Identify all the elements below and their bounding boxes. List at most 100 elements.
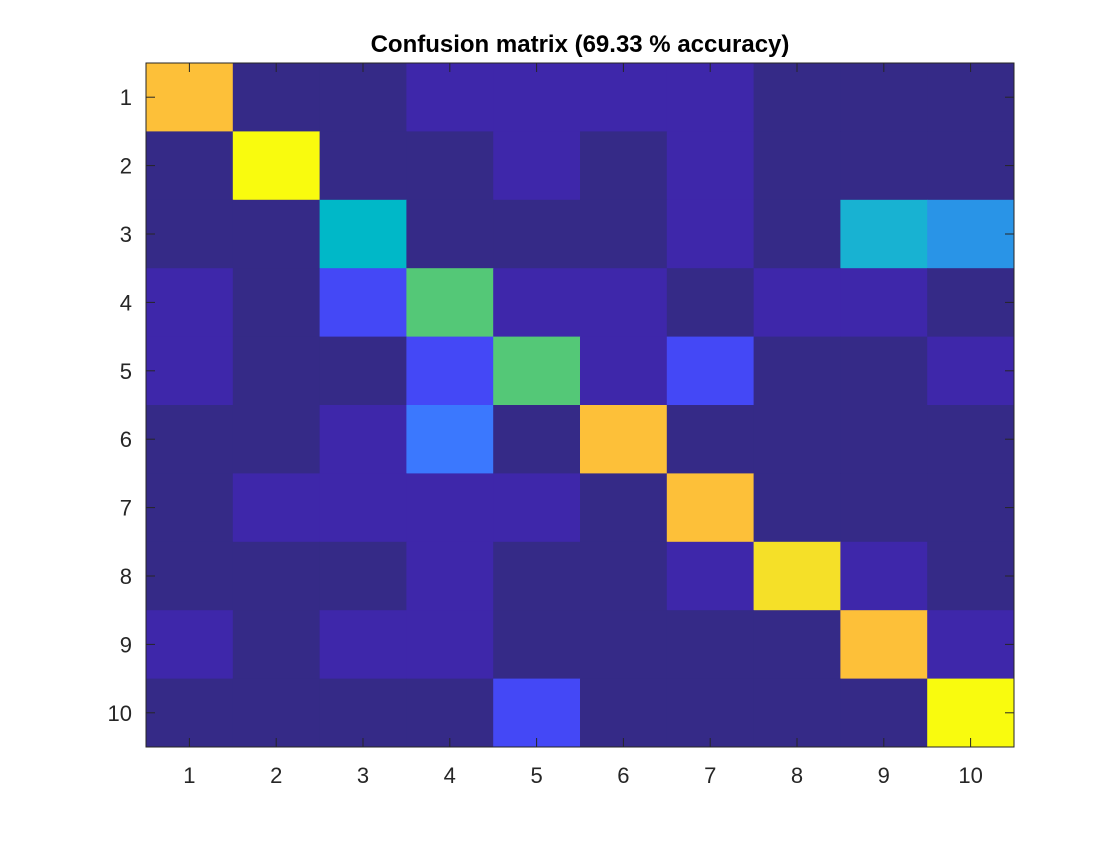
y-tick-label: 5 <box>120 359 132 384</box>
heatmap-cell-r1-c1 <box>146 63 234 132</box>
heatmap-cell-r6-c5 <box>493 405 581 474</box>
heatmap-cell-r3-c8 <box>753 199 841 269</box>
x-tick-label: 4 <box>444 763 456 788</box>
y-tick-label: 10 <box>108 701 132 726</box>
axes-box <box>145 62 1015 748</box>
heatmap-cell-r9-c2 <box>232 610 321 680</box>
chart-title: Confusion matrix (69.33 % accuracy) <box>371 31 790 58</box>
heatmap-cell-r4-c5 <box>493 268 581 338</box>
y-tick-label: 1 <box>120 85 132 110</box>
heatmap-cell-r2-c8 <box>753 131 841 201</box>
y-tick-label: 4 <box>120 290 132 315</box>
heatmap-cells <box>146 63 1015 748</box>
heatmap-cell-r1-c10 <box>927 63 1015 132</box>
heatmap-cell-r8-c10 <box>927 541 1015 611</box>
heatmap-cell-r2-c7 <box>666 131 755 201</box>
heatmap-cell-r9-c5 <box>493 610 581 680</box>
heatmap-cell-r9-c9 <box>840 610 928 680</box>
heatmap-cell-r4-c6 <box>580 268 668 338</box>
heatmap-cell-r10-c6 <box>580 678 668 748</box>
heatmap-cell-r4-c7 <box>666 268 755 338</box>
x-tick-label: 10 <box>958 763 982 788</box>
heatmap-cell-r4-c1 <box>146 268 234 338</box>
heatmap-cell-r9-c8 <box>753 610 841 680</box>
heatmap-cell-r10-c9 <box>840 678 928 748</box>
x-tick-label: 5 <box>530 763 542 788</box>
heatmap-cell-r3-c3 <box>319 199 407 269</box>
heatmap-cell-r10-c7 <box>666 678 755 748</box>
heatmap-cell-r5-c4 <box>406 336 494 406</box>
heatmap-cell-r3-c5 <box>493 199 581 269</box>
heatmap-cell-r5-c1 <box>146 336 234 406</box>
heatmap-cell-r8-c9 <box>840 541 928 611</box>
x-tick-label: 7 <box>704 763 716 788</box>
heatmap-cell-r7-c1 <box>146 473 234 543</box>
heatmap-cell-r7-c6 <box>580 473 668 543</box>
x-axis-ticks: 1 2 3 4 5 6 7 8 9 10 <box>183 63 983 788</box>
heatmap-cell-r2-c3 <box>319 131 407 201</box>
heatmap-cell-r9-c4 <box>406 610 494 680</box>
heatmap-cell-r6-c10 <box>927 405 1015 474</box>
heatmap-cell-r8-c4 <box>406 541 494 611</box>
heatmap-cell-r6-c1 <box>146 405 234 474</box>
heatmap-cell-r9-c7 <box>666 610 755 680</box>
heatmap-cell-r6-c4 <box>406 405 494 474</box>
heatmap-cell-r4-c10 <box>927 268 1015 338</box>
heatmap-cell-r6-c7 <box>666 405 755 474</box>
heatmap-cell-r10-c3 <box>319 678 407 748</box>
y-tick-label: 3 <box>120 222 132 247</box>
heatmap-cell-r10-c2 <box>232 678 321 748</box>
heatmap-cell-r5-c3 <box>319 336 407 406</box>
heatmap-cell-r7-c4 <box>406 473 494 543</box>
heatmap-cell-r5-c8 <box>753 336 841 406</box>
heatmap-cell-r2-c5 <box>493 131 581 201</box>
heatmap-cell-r5-c7 <box>666 336 755 406</box>
x-tick-label: 2 <box>270 763 282 788</box>
heatmap-cell-r6-c9 <box>840 405 928 474</box>
heatmap-cell-r3-c10 <box>927 199 1015 269</box>
heatmap-cell-r1-c6 <box>580 63 668 132</box>
heatmap-cell-r8-c1 <box>146 541 234 611</box>
heatmap-cell-r2-c6 <box>580 131 668 201</box>
heatmap-cell-r5-c6 <box>580 336 668 406</box>
heatmap-cell-r1-c5 <box>493 63 581 132</box>
y-tick-label: 8 <box>120 564 132 589</box>
heatmap-cell-r9-c6 <box>580 610 668 680</box>
heatmap-cell-r8-c3 <box>319 541 407 611</box>
y-tick-label: 2 <box>120 154 132 179</box>
x-tick-label: 1 <box>183 763 195 788</box>
heatmap-cell-r5-c10 <box>927 336 1015 406</box>
heatmap-cell-r2-c10 <box>927 131 1015 201</box>
heatmap-cell-r5-c2 <box>232 336 321 406</box>
y-tick-label: 9 <box>120 632 132 657</box>
x-tick-label: 3 <box>357 763 369 788</box>
heatmap-cell-r2-c9 <box>840 131 928 201</box>
heatmap-cell-r2-c2 <box>232 131 321 201</box>
heatmap-cell-r1-c9 <box>840 63 928 132</box>
heatmap-cell-r5-c5 <box>493 336 581 406</box>
heatmap-cell-r3-c6 <box>580 199 668 269</box>
heatmap-cell-r1-c8 <box>753 63 841 132</box>
heatmap-cell-r3-c7 <box>666 199 755 269</box>
heatmap-cell-r7-c9 <box>840 473 928 543</box>
x-tick-label: 6 <box>617 763 629 788</box>
heatmap-cell-r4-c3 <box>319 268 407 338</box>
heatmap-cell-r2-c4 <box>406 131 494 201</box>
y-tick-label: 6 <box>120 427 132 452</box>
heatmap-cell-r7-c8 <box>753 473 841 543</box>
heatmap-cell-r5-c9 <box>840 336 928 406</box>
heatmap-cell-r6-c2 <box>232 405 321 474</box>
heatmap-cell-r1-c7 <box>666 63 755 132</box>
heatmap-cell-r8-c6 <box>580 541 668 611</box>
x-tick-label: 8 <box>791 763 803 788</box>
heatmap-cell-r8-c2 <box>232 541 321 611</box>
heatmap-cell-r7-c2 <box>232 473 321 543</box>
heatmap-cell-r6-c8 <box>753 405 841 474</box>
heatmap-cell-r7-c5 <box>493 473 581 543</box>
x-tick-label: 9 <box>878 763 890 788</box>
heatmap-cell-r1-c3 <box>319 63 407 132</box>
heatmap-cell-r4-c9 <box>840 268 928 338</box>
y-axis-ticks: 1 2 3 4 5 6 7 8 9 10 <box>108 85 1014 726</box>
